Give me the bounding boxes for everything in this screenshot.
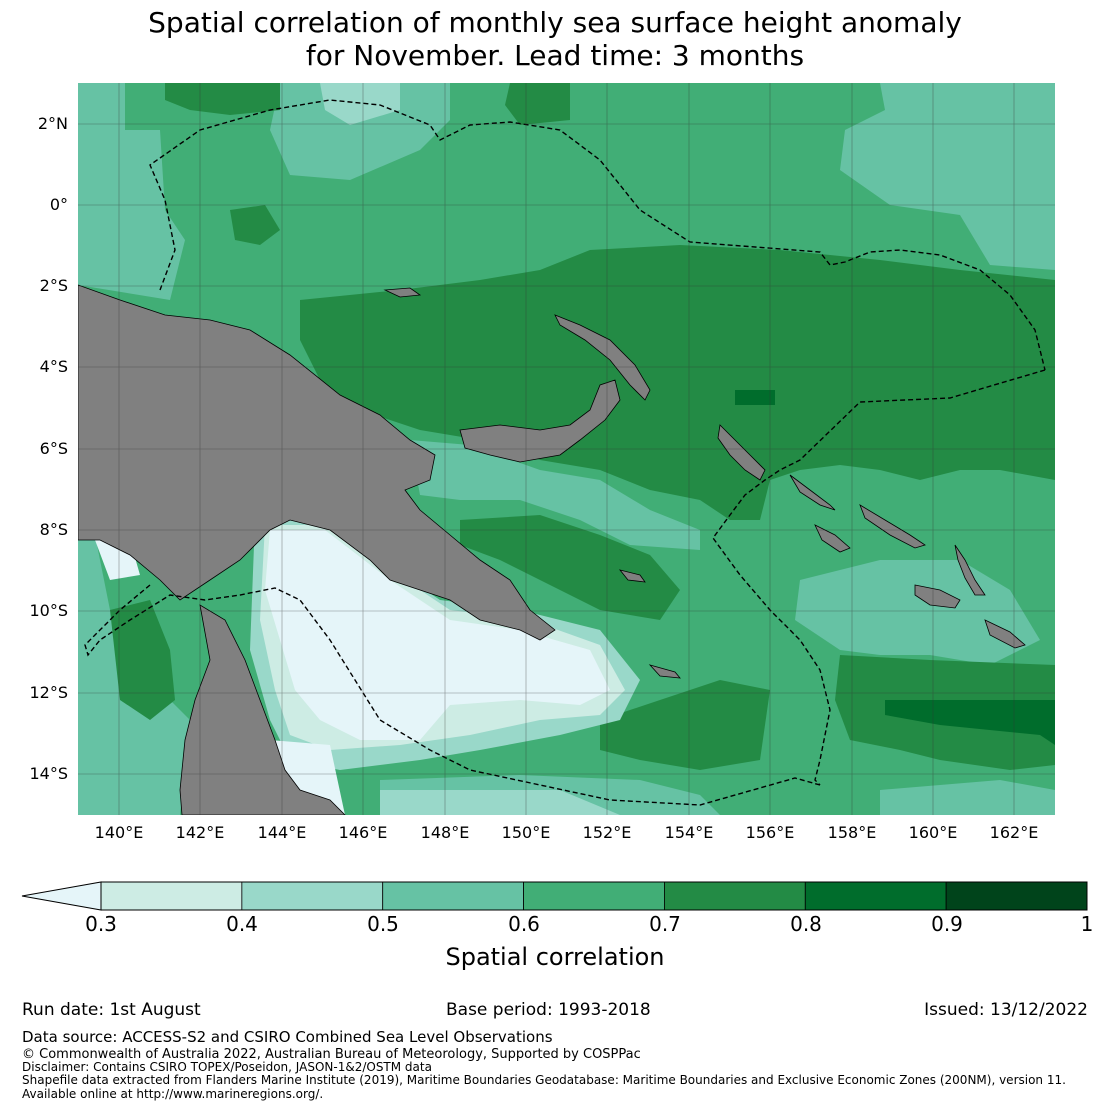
region-0.4-0.5-south xyxy=(380,790,620,815)
base-period: Base period: 1993-2018 xyxy=(446,1000,651,1020)
colorbar-bin xyxy=(382,881,524,911)
lon-label-162e: 162°E xyxy=(989,823,1039,842)
eez-png-boundary xyxy=(149,99,1046,371)
lat-label-0: 0° xyxy=(49,195,68,214)
map-title-line-2: for November. Lead time: 3 months xyxy=(305,39,805,72)
land-santa-isabel xyxy=(859,504,926,549)
region-0.8-0.9-east xyxy=(885,700,1055,745)
lon-label-150e: 150°E xyxy=(501,823,551,842)
colorbar-bin xyxy=(241,881,384,911)
colorbar-bin xyxy=(945,881,1088,911)
region-0.5-0.6-west xyxy=(78,83,185,300)
land-choiseul xyxy=(789,474,836,511)
lat-label-4s: 4°S xyxy=(39,357,68,376)
land-new-guinea xyxy=(78,284,556,641)
land-new-georgia xyxy=(814,524,851,553)
colorbar-tick-label: 0.9 xyxy=(931,912,963,936)
colorbar-under-triangle xyxy=(21,881,102,911)
lat-label-12s: 12°S xyxy=(29,683,68,702)
copyright: © Commonwealth of Australia 2022, Austra… xyxy=(22,1047,641,1062)
eez-boundaries xyxy=(84,99,1046,806)
disclaimer: Disclaimer: Contains CSIRO TOPEX/Poseido… xyxy=(22,1060,432,1074)
region-0.7-0.8-northwest-blob xyxy=(230,205,280,245)
land xyxy=(78,284,1026,815)
shapefile-credit: Shapefile data extracted from Flanders M… xyxy=(22,1073,1066,1087)
land-cape-york xyxy=(179,604,346,815)
land-louisiade xyxy=(648,664,681,679)
land-bougainville xyxy=(717,424,766,481)
region-below-0.3-coral-sea xyxy=(265,530,610,740)
colorbar xyxy=(21,881,1088,911)
eez-png-south xyxy=(712,369,1046,786)
land-malaita xyxy=(954,544,986,596)
colorbar-label: Spatial correlation xyxy=(445,943,665,971)
region-0.5-0.6-north xyxy=(270,83,450,180)
available-online: Available online at http://www.marinereg… xyxy=(22,1087,324,1101)
colorbar-bin xyxy=(523,881,665,911)
lat-label-6s: 6°S xyxy=(39,439,68,458)
colorbar-tick-label: 0.5 xyxy=(367,912,399,936)
colorbar-tick-label: 0.4 xyxy=(226,912,258,936)
lat-label-14s: 14°S xyxy=(29,764,68,783)
colorbar-tick-label: 0.6 xyxy=(508,912,540,936)
region-0.7-0.8-south-central xyxy=(460,515,680,620)
region-0.7-0.8-central xyxy=(300,245,1055,520)
lon-label-144e: 144°E xyxy=(257,823,307,842)
map-title-line-1: Spatial correlation of monthly sea surfa… xyxy=(148,6,962,39)
colorbar-bin xyxy=(804,881,947,911)
region-0.5-0.6-southeast xyxy=(880,780,1055,815)
land-makira xyxy=(984,619,1026,649)
lat-label-8s: 8°S xyxy=(39,520,68,539)
run-date: Run date: 1st August xyxy=(22,1000,201,1020)
land-new-britain xyxy=(459,379,621,463)
region-0.5-0.6-northeast xyxy=(840,83,1055,270)
lon-label-154e: 154°E xyxy=(664,823,714,842)
lon-label-156e: 156°E xyxy=(745,823,795,842)
colorbar-tick-label: 0.8 xyxy=(790,912,822,936)
colorbar-bin xyxy=(664,881,806,911)
colorbar-frame xyxy=(100,881,1088,911)
lat-label-2s: 2°S xyxy=(39,276,68,295)
region-0.7-0.8-southwest xyxy=(110,600,175,720)
lon-label-152e: 152°E xyxy=(582,823,632,842)
lon-label-160e: 160°E xyxy=(908,823,958,842)
colorbar-tick-label: 1 xyxy=(1080,912,1094,936)
colorbar-bin xyxy=(100,881,243,911)
region-0.5-0.6-central xyxy=(410,440,700,550)
land-new-ireland xyxy=(554,314,651,401)
colorbar-tick-label: 0.3 xyxy=(85,912,117,936)
region-0.7-0.8-north-2 xyxy=(505,83,570,125)
issued-date: Issued: 13/12/2022 xyxy=(924,1000,1088,1020)
lat-label-2n: 2°N xyxy=(37,114,68,133)
region-0.7-0.8-north xyxy=(165,83,280,115)
gridlines xyxy=(78,83,1055,815)
eez-png-coral-sea xyxy=(84,584,821,806)
correlation-map xyxy=(78,83,1055,815)
lon-label-146e: 146°E xyxy=(338,823,388,842)
land-manus xyxy=(383,287,422,298)
lon-label-148e: 148°E xyxy=(420,823,470,842)
lat-label-10s: 10°S xyxy=(29,601,68,620)
colorbar-bins xyxy=(100,881,1088,911)
colorbar-tick-label: 0.7 xyxy=(649,912,681,936)
region-0.7-0.8-mid xyxy=(600,680,770,770)
data-source: Data source: ACCESS-S2 and CSIRO Combine… xyxy=(22,1028,553,1046)
lon-label-158e: 158°E xyxy=(827,823,877,842)
lon-label-142e: 142°E xyxy=(175,823,225,842)
region-0.8-0.9-central xyxy=(735,390,775,405)
land-dentrecasteaux xyxy=(618,569,646,583)
region-0.4-0.5-north xyxy=(320,83,400,125)
land-guadalcanal xyxy=(914,584,961,609)
lon-label-140e: 140°E xyxy=(94,823,144,842)
